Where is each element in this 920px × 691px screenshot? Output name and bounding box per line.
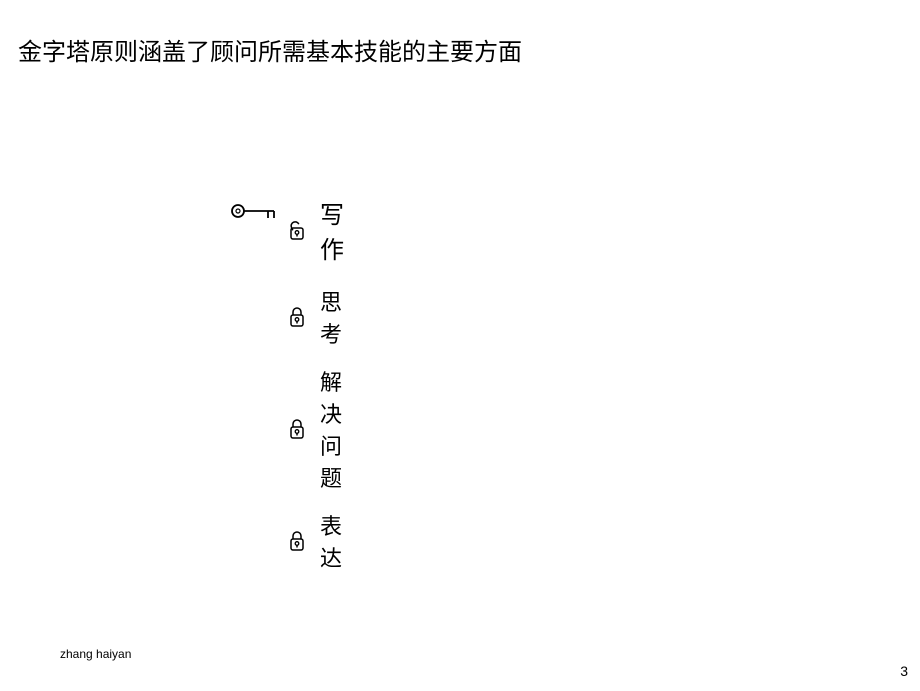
list-item: 写作 — [290, 195, 344, 265]
skill-list: 写作 思考 — [290, 195, 344, 589]
list-item-label: 写作 — [320, 195, 344, 265]
key-icon — [230, 201, 278, 221]
list-item: 思考 — [290, 285, 344, 349]
footer-author: zhang haiyan — [60, 647, 131, 661]
lock-open-icon — [290, 220, 304, 240]
slide-title: 金字塔原则涵盖了顾问所需基本技能的主要方面 — [18, 32, 522, 67]
list-item-label: 表达 — [320, 509, 344, 573]
lock-closed-icon — [290, 419, 304, 439]
list-item: 解决问题 — [290, 365, 344, 493]
lock-closed-icon — [290, 531, 304, 551]
page-number: 3 — [900, 663, 908, 679]
list-item-label: 思考 — [320, 285, 344, 349]
list-item-label: 解决问题 — [320, 365, 344, 493]
lock-closed-icon — [290, 307, 304, 327]
slide-container: 金字塔原则涵盖了顾问所需基本技能的主要方面 — [0, 0, 920, 691]
list-item: 表达 — [290, 509, 344, 573]
